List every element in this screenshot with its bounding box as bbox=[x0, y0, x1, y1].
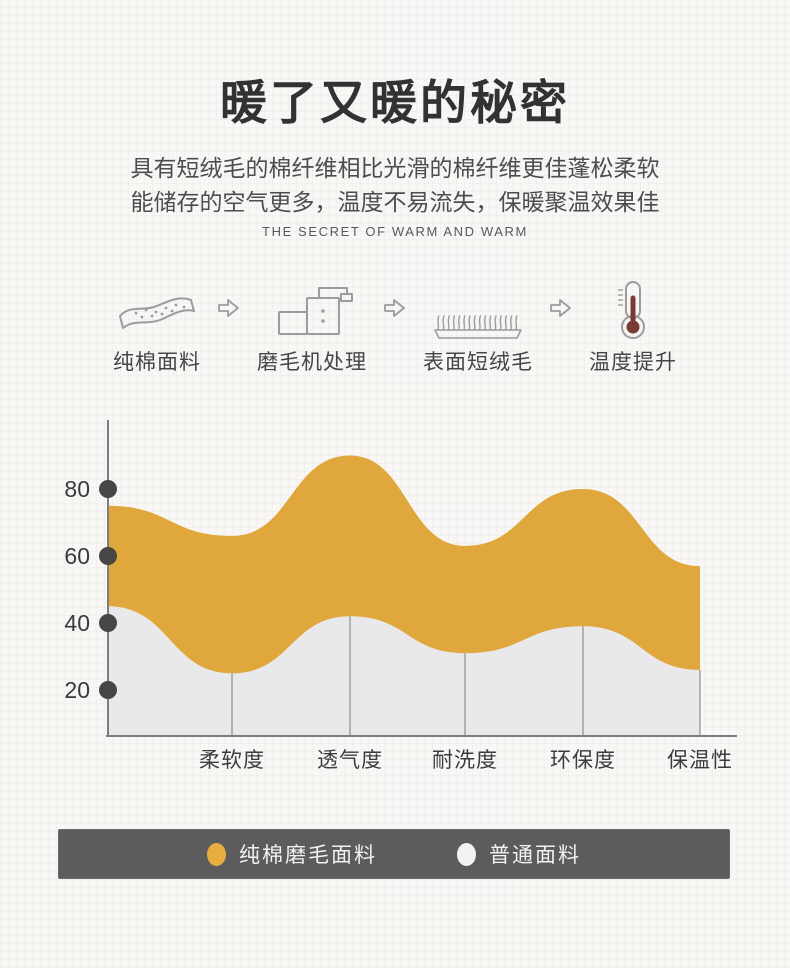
ordinary-fabric-swatch-icon bbox=[457, 842, 476, 866]
legend-item-ordinary-fabric: 普通面料 bbox=[457, 839, 581, 869]
x-category-label: 耐洗度 bbox=[432, 749, 498, 772]
process-step-temperature: 温度提升 bbox=[589, 274, 677, 376]
subtitle-english: THE SECRET OF WARM AND WARM bbox=[262, 224, 528, 239]
chart-legend-bar: 纯棉磨毛面料 普通面料 bbox=[58, 829, 730, 879]
process-step-label: 纯棉面料 bbox=[113, 351, 201, 374]
right-arrow-icon bbox=[218, 299, 239, 317]
subtitle-line-1: 具有短绒毛的棉纤维相比光滑的棉纤维更佳蓬松柔软 bbox=[130, 155, 660, 181]
x-category-label: 环保度 bbox=[550, 749, 616, 772]
subtitle: 具有短绒毛的棉纤维相比光滑的棉纤维更佳蓬松柔软 能储存的空气更多，温度不易流失，… bbox=[0, 151, 790, 219]
x-category-label: 柔软度 bbox=[199, 749, 265, 772]
process-step-label: 表面短绒毛 bbox=[423, 351, 533, 374]
y-tick-dot bbox=[99, 681, 117, 699]
subtitle-line-2: 能储存的空气更多，温度不易流失，保暖聚温效果佳 bbox=[130, 189, 660, 215]
x-category-label: 透气度 bbox=[317, 749, 383, 772]
process-arrow bbox=[549, 274, 573, 342]
cotton-fabric-icon bbox=[119, 297, 195, 329]
legend-label: 普通面料 bbox=[489, 844, 581, 867]
y-tick-label: 80 bbox=[64, 476, 90, 502]
process-step-cotton-fabric: 纯棉面料 bbox=[113, 274, 201, 376]
page-title: 暖了又暖的秘密 bbox=[220, 76, 570, 129]
process-flow: 纯棉面料 磨毛机处理 bbox=[0, 274, 790, 376]
process-step-label: 温度提升 bbox=[589, 351, 677, 374]
short-fluff-icon bbox=[434, 315, 522, 339]
thermometer-icon bbox=[618, 281, 645, 339]
y-tick-label: 60 bbox=[64, 543, 90, 569]
right-arrow-icon bbox=[550, 299, 571, 317]
y-tick-dot bbox=[99, 480, 117, 498]
y-tick-label: 40 bbox=[64, 610, 90, 636]
x-category-label: 保温性 bbox=[667, 749, 733, 772]
y-tick-dot bbox=[99, 547, 117, 565]
process-step-brushing-machine: 磨毛机处理 bbox=[257, 274, 367, 376]
process-step-short-fluff: 表面短绒毛 bbox=[423, 274, 533, 376]
legend-item-brushed-cotton: 纯棉磨毛面料 bbox=[207, 839, 377, 869]
y-tick-dot bbox=[99, 614, 117, 632]
area-series-ordinary-fabric bbox=[108, 606, 700, 736]
legend-label: 纯棉磨毛面料 bbox=[239, 844, 377, 867]
right-arrow-icon bbox=[384, 299, 405, 317]
brushing-machine-icon bbox=[278, 287, 353, 335]
process-step-label: 磨毛机处理 bbox=[257, 351, 367, 374]
process-arrow bbox=[217, 274, 241, 342]
y-tick-label: 20 bbox=[64, 677, 90, 703]
process-arrow bbox=[383, 274, 407, 342]
hero-section: 暖了又暖的秘密 具有短绒毛的棉纤维相比光滑的棉纤维更佳蓬松柔软 能储存的空气更多… bbox=[0, 64, 790, 239]
brushed-cotton-swatch-icon bbox=[207, 842, 226, 866]
fabric-comparison-area-chart: 80 60 40 20 柔软度 透气度 耐洗度 环保度 保温性 bbox=[64, 420, 737, 772]
